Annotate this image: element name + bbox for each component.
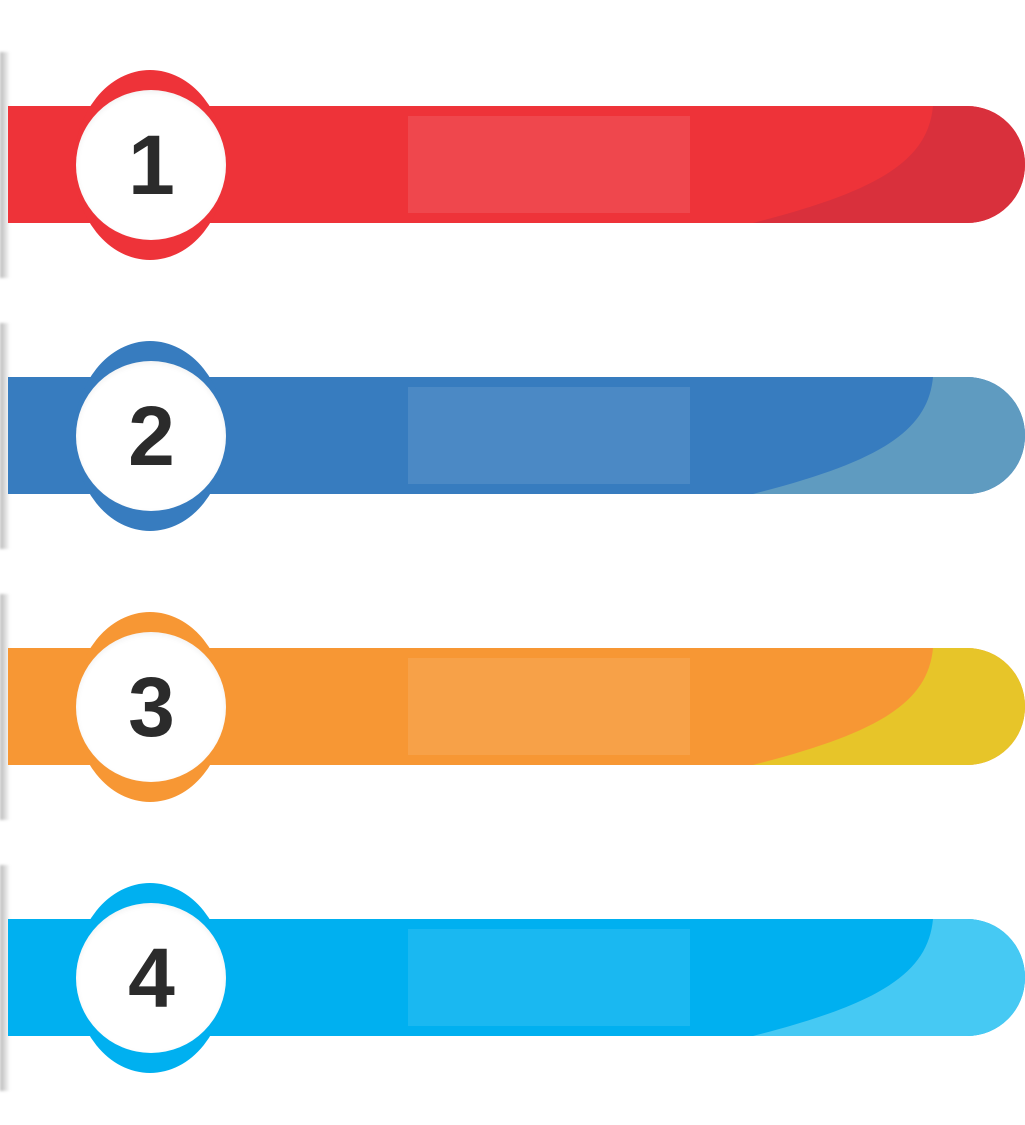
banner-edge-shadow	[0, 594, 10, 820]
banner-3: 3	[0, 594, 1025, 820]
banner-bar-panel	[408, 387, 690, 484]
banner-edge-shadow	[0, 323, 10, 549]
badge-number: 1	[128, 118, 175, 212]
number-badge	[76, 632, 226, 782]
banner-bar-panel	[408, 116, 690, 213]
number-badge	[76, 361, 226, 511]
banner-tip	[753, 106, 1025, 223]
number-badge	[76, 903, 226, 1053]
banner-bar-panel	[408, 658, 690, 755]
banner-edge-shadow	[0, 52, 10, 278]
banner-edge-shadow	[0, 865, 10, 1091]
badge-number: 3	[128, 660, 175, 754]
banner-2: 2	[0, 323, 1025, 549]
badge-number: 2	[128, 389, 175, 483]
banner-tip	[753, 919, 1025, 1036]
badge-number: 4	[128, 931, 175, 1025]
number-badge	[76, 90, 226, 240]
banner-bar-panel	[408, 929, 690, 1026]
banner-4: 4	[0, 865, 1025, 1091]
banner-1: 1	[0, 52, 1025, 278]
banner-tip	[753, 377, 1025, 494]
banner-tip	[753, 648, 1025, 765]
